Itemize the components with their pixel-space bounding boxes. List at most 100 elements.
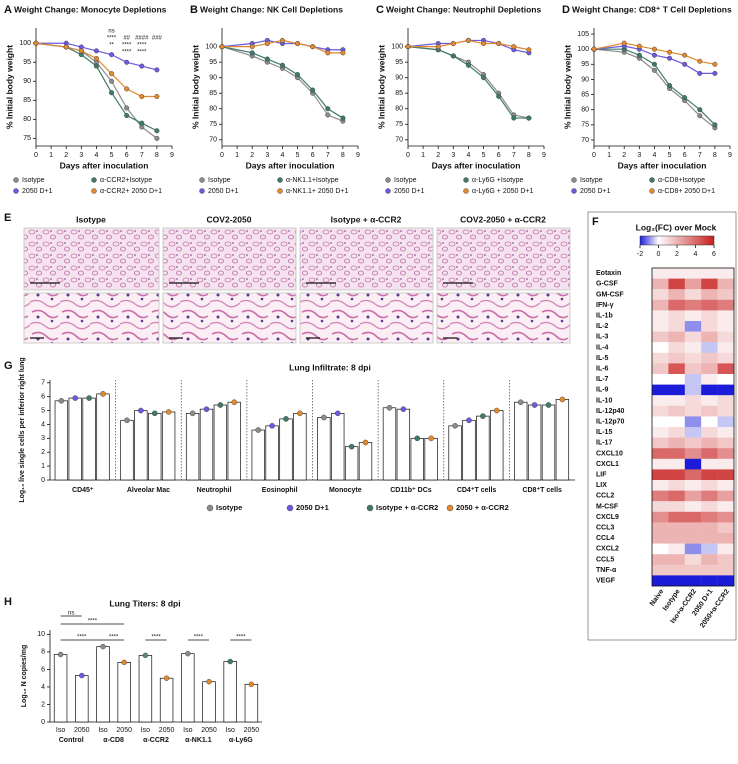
heatmap-cell bbox=[717, 374, 735, 385]
data-point bbox=[139, 94, 145, 100]
bar bbox=[227, 401, 241, 481]
data-point bbox=[511, 44, 517, 50]
bar bbox=[490, 410, 504, 481]
x-tick-label: Eosinophil bbox=[262, 487, 298, 494]
bar-marker bbox=[185, 650, 191, 657]
heatmap-cell bbox=[652, 395, 669, 406]
x-tick-label: Iso bbox=[226, 727, 235, 734]
row-label: IL-2 bbox=[596, 323, 609, 330]
x-tick-label: Monocyte bbox=[329, 487, 362, 494]
data-point bbox=[93, 63, 99, 69]
heatmap-cell bbox=[717, 448, 735, 459]
data-point bbox=[697, 70, 703, 76]
heatmap-cell bbox=[717, 511, 735, 523]
heatmap-cell bbox=[684, 458, 702, 470]
data-point bbox=[63, 44, 69, 50]
heatmap-cell bbox=[701, 543, 718, 555]
bar bbox=[202, 681, 216, 723]
bar bbox=[251, 429, 265, 481]
column-label: Naive bbox=[649, 588, 666, 607]
heatmap-cell bbox=[701, 575, 718, 587]
heatmap-cell bbox=[717, 490, 735, 502]
bar bbox=[293, 412, 307, 481]
x-tick-label: 2050 bbox=[201, 727, 217, 734]
row-label: IL-12p70 bbox=[596, 419, 625, 426]
x-tick-label: Iso bbox=[183, 727, 192, 734]
y-tick-label: 75 bbox=[209, 121, 217, 128]
heatmap-cell bbox=[652, 331, 669, 343]
heatmap-cell bbox=[717, 299, 735, 311]
x-axis-label: Days after inoculation bbox=[60, 160, 149, 170]
histology-image bbox=[23, 227, 160, 291]
x-tick-label: 7 bbox=[512, 152, 516, 159]
heatmap-cell bbox=[652, 363, 669, 375]
colorbar bbox=[639, 235, 715, 246]
x-tick-label: 9 bbox=[356, 152, 360, 159]
series-line bbox=[35, 42, 158, 132]
heatmap-cell bbox=[717, 416, 735, 428]
y-tick-label: 70 bbox=[395, 137, 403, 144]
y-tick-label: 85 bbox=[23, 97, 31, 104]
bar bbox=[181, 653, 195, 723]
y-tick-label: 105 bbox=[577, 31, 589, 38]
data-point bbox=[154, 128, 160, 134]
data-point bbox=[481, 41, 487, 47]
y-tick-label: 100 bbox=[205, 43, 217, 50]
heatmap-cell bbox=[668, 299, 685, 311]
heatmap-cell bbox=[652, 554, 669, 565]
y-tick-label: 4 bbox=[41, 684, 45, 691]
x-tick-label: 5 bbox=[296, 152, 300, 159]
x-tick-label: Iso bbox=[98, 727, 107, 734]
bar-marker bbox=[480, 413, 486, 419]
bar-marker bbox=[362, 439, 369, 446]
annotation: ** bbox=[109, 43, 114, 49]
heatmap-cell bbox=[652, 268, 669, 279]
data-point bbox=[712, 122, 718, 128]
row-label: VEGF bbox=[596, 578, 616, 585]
data-point bbox=[325, 112, 331, 118]
heatmap-cell bbox=[668, 511, 685, 523]
data-point bbox=[712, 61, 718, 67]
heatmap-cell bbox=[701, 511, 718, 523]
heatmap-cell bbox=[684, 321, 702, 332]
data-point bbox=[295, 72, 301, 78]
heatmap-cell bbox=[652, 321, 669, 332]
data-point bbox=[340, 115, 346, 121]
x-tick-label: 1 bbox=[235, 152, 239, 159]
heatmap-cell bbox=[684, 564, 702, 576]
x-tick-label: 2050 bbox=[116, 727, 132, 734]
legend-label: Isotype bbox=[580, 177, 603, 184]
heatmap-cell bbox=[652, 533, 669, 544]
chart-title: Lung Titers: 8 dpi bbox=[109, 598, 180, 608]
heatmap-cell bbox=[717, 352, 735, 364]
bar bbox=[265, 425, 279, 481]
x-axis-label: Days after inoculation bbox=[618, 160, 707, 170]
bar bbox=[358, 442, 373, 481]
data-point bbox=[109, 71, 115, 77]
row-label: Eotaxin bbox=[596, 270, 621, 277]
heatmap-cell bbox=[684, 384, 702, 396]
group-label: α-NK1.1 bbox=[185, 737, 212, 744]
colorbar-tick-label: 0 bbox=[657, 251, 661, 258]
heatmap-cell bbox=[668, 437, 685, 449]
heatmap-cell bbox=[717, 437, 735, 449]
y-tick-label: 70 bbox=[209, 137, 217, 144]
annotation: **** bbox=[137, 43, 147, 49]
scale-bar bbox=[30, 282, 473, 339]
legend-label: α-Ly6G + 2050 D+1 bbox=[472, 188, 533, 195]
heatmap-cell bbox=[701, 416, 718, 428]
heatmap-cell bbox=[701, 533, 718, 544]
bar bbox=[514, 401, 528, 481]
histology-image bbox=[162, 292, 297, 344]
legend-label: α-CCR2+Isotype bbox=[100, 177, 152, 184]
heatmap-cell bbox=[668, 289, 685, 300]
row-label: CXCL9 bbox=[596, 514, 619, 521]
bar-marker bbox=[559, 396, 566, 403]
data-point bbox=[450, 41, 456, 47]
y-tick-label: 10 bbox=[37, 631, 45, 638]
data-point bbox=[465, 62, 471, 68]
heatmap-cell bbox=[701, 352, 718, 364]
x-tick-label: 0 bbox=[592, 152, 596, 159]
bar-marker bbox=[414, 435, 421, 442]
data-point bbox=[682, 61, 688, 67]
